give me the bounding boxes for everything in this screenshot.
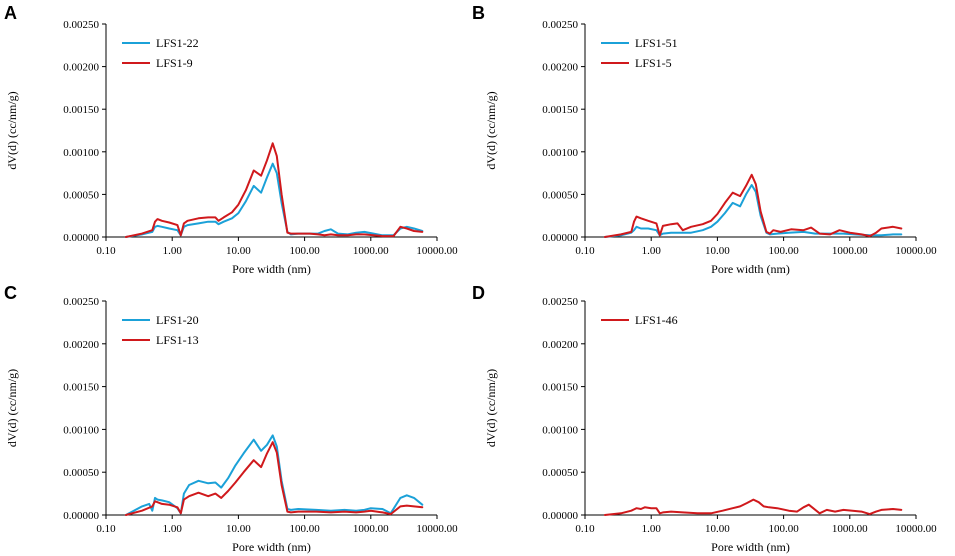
chart-panel-b: B 0.00000 0.00050 0.00100 0.00150 0.00200 0.00…	[472, 3, 937, 276]
y-tick-label: 0.00200	[63, 62, 99, 74]
y-tick-label: 0.00200	[63, 339, 99, 351]
panel-label: C	[4, 283, 17, 303]
legend-label: LFS1-22	[156, 36, 199, 50]
x-tick-label: 100.00	[289, 245, 320, 257]
chart-panel-d: D 0.00000 0.00050 0.00100 0.00150 0.00200 0.00…	[472, 283, 937, 554]
x-tick-label: 1.00	[642, 245, 662, 257]
x-tick-label: 10000.00	[895, 245, 937, 257]
y-tick-label: 0.00050	[63, 467, 99, 479]
x-tick-label: 10000.00	[416, 245, 458, 257]
chart-panel-a: A 0.00000 0.00050 0.00100 0.00150 0.00200 0.00…	[4, 3, 458, 276]
y-tick-label: 0.00000	[542, 510, 578, 522]
x-tick-label: 0.10	[96, 245, 116, 257]
series-line-lfs1-51	[603, 184, 903, 238]
y-tick-label: 0.00200	[542, 339, 578, 351]
x-tick-label: 0.10	[575, 245, 595, 257]
chart-panel-c: C 0.00000 0.00050 0.00100 0.00150 0.00200 0.00…	[4, 283, 458, 554]
x-tick-label: 1.00	[642, 523, 662, 535]
x-tick-label: 100.00	[289, 523, 320, 535]
series-line-lfs1-5	[603, 173, 903, 238]
series-line-lfs1-9	[124, 142, 424, 238]
legend-label: LFS1-46	[635, 313, 678, 327]
series-line-lfs1-13	[124, 441, 424, 516]
y-tick-label: 0.00000	[63, 232, 99, 244]
legend-label: LFS1-13	[156, 333, 199, 347]
x-tick-label: 10000.00	[895, 523, 937, 535]
y-tick-label: 0.00000	[542, 232, 578, 244]
x-tick-label: 0.10	[96, 523, 116, 535]
legend-label: LFS1-51	[635, 36, 678, 50]
y-tick-label: 0.00100	[542, 147, 578, 159]
series-line-lfs1-20	[124, 434, 424, 516]
x-axis-title: Pore width (nm)	[232, 262, 311, 276]
y-axis-title: dV(d) (cc/nm/g)	[5, 91, 19, 169]
panel-label: D	[472, 283, 485, 303]
series-line-lfs1-46	[603, 498, 903, 516]
y-tick-label: 0.00250	[542, 296, 578, 308]
x-tick-label: 10.00	[226, 245, 251, 257]
panel-label: B	[472, 3, 485, 23]
y-tick-label: 0.00250	[63, 19, 99, 31]
x-tick-label: 1000.00	[353, 245, 389, 257]
x-tick-label: 1000.00	[353, 523, 389, 535]
y-axis-title: dV(d) (cc/nm/g)	[5, 369, 19, 447]
y-tick-label: 0.00100	[63, 147, 99, 159]
x-axis-title: Pore width (nm)	[711, 262, 790, 276]
y-tick-label: 0.00050	[63, 189, 99, 201]
y-tick-label: 0.00200	[542, 62, 578, 74]
x-tick-label: 1.00	[163, 245, 183, 257]
y-tick-label: 0.00000	[63, 510, 99, 522]
y-tick-label: 0.00050	[542, 467, 578, 479]
x-tick-label: 10.00	[705, 245, 730, 257]
x-tick-label: 100.00	[768, 523, 799, 535]
x-axis-title: Pore width (nm)	[711, 540, 790, 554]
y-tick-label: 0.00250	[542, 19, 578, 31]
series-line-lfs1-22	[124, 162, 424, 238]
x-tick-label: 100.00	[768, 245, 799, 257]
x-tick-label: 1000.00	[832, 523, 868, 535]
y-tick-label: 0.00050	[542, 189, 578, 201]
x-tick-label: 0.10	[575, 523, 595, 535]
y-tick-label: 0.00150	[542, 382, 578, 394]
legend-label: LFS1-20	[156, 313, 199, 327]
x-tick-label: 10.00	[226, 523, 251, 535]
panel-label: A	[4, 3, 17, 23]
legend-label: LFS1-5	[635, 56, 672, 70]
y-axis-title: dV(d) (cc/nm/g)	[484, 91, 498, 169]
y-tick-label: 0.00100	[542, 424, 578, 436]
x-tick-label: 10.00	[705, 523, 730, 535]
y-tick-label: 0.00150	[542, 104, 578, 116]
x-tick-label: 1000.00	[832, 245, 868, 257]
legend-label: LFS1-9	[156, 56, 193, 70]
x-tick-label: 1.00	[163, 523, 183, 535]
x-axis-title: Pore width (nm)	[232, 540, 311, 554]
y-tick-label: 0.00150	[63, 104, 99, 116]
x-tick-label: 10000.00	[416, 523, 458, 535]
y-axis-title: dV(d) (cc/nm/g)	[484, 369, 498, 447]
y-tick-label: 0.00150	[63, 382, 99, 394]
y-tick-label: 0.00250	[63, 296, 99, 308]
y-tick-label: 0.00100	[63, 424, 99, 436]
